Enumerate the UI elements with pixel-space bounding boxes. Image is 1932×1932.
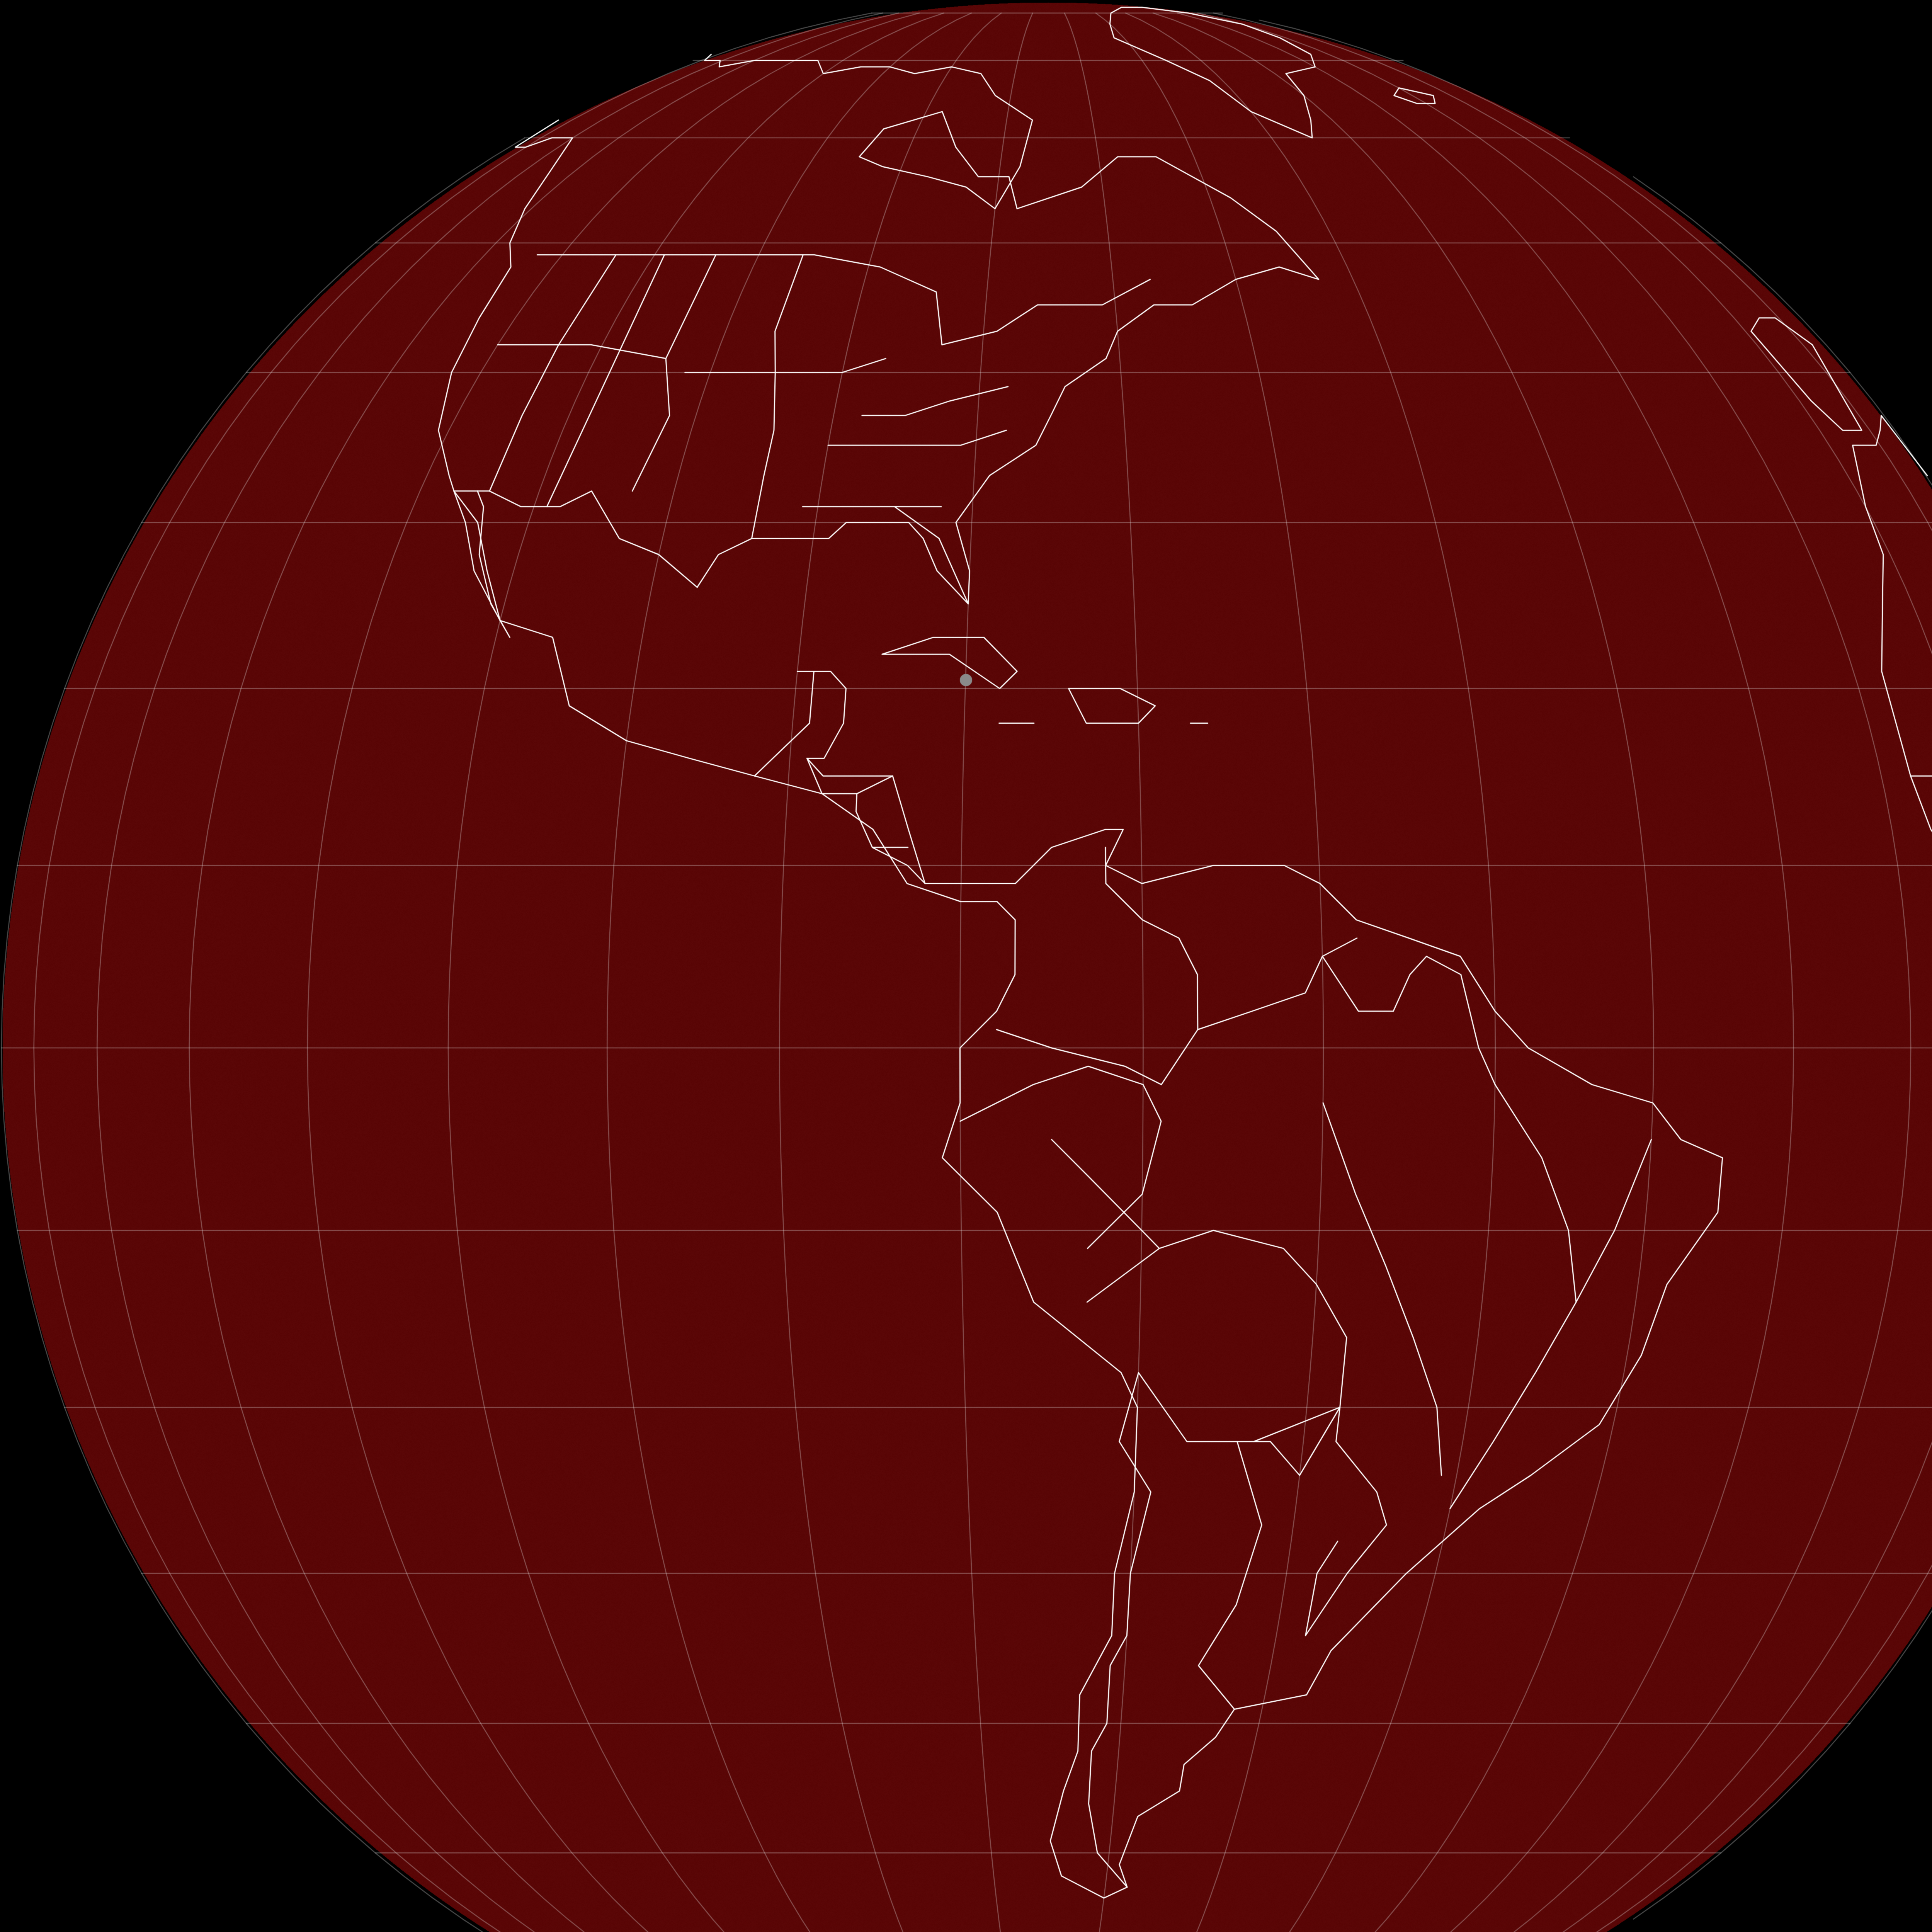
satellite-image-viewport: [0, 0, 1932, 1932]
full-disk-satellite-canvas: [0, 0, 1932, 1932]
